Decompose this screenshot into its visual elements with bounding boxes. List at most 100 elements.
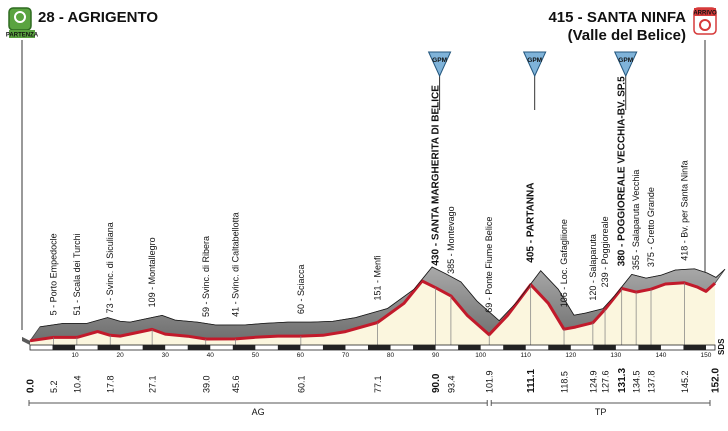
scale-bar-segment	[187, 345, 211, 350]
waypoint-label: 51 - Scala dei Turchi	[72, 233, 82, 315]
scale-bar-segment	[52, 345, 76, 350]
scale-bar-segment	[503, 345, 526, 350]
km-tick-label: 150	[701, 352, 712, 359]
profile-road-edge	[39, 266, 726, 328]
km-distance-label: 10.4	[72, 375, 82, 393]
scale-bar-segment	[548, 345, 571, 350]
km-scale-bar	[29, 344, 716, 351]
gpm-label: GPM	[432, 57, 447, 64]
waypoint-label: 380 - POGGIOREALE VECCHIA-BV. SP.5	[617, 76, 628, 266]
waypoint-label: 5 - Porto Empedocle	[48, 233, 58, 315]
gpm-label: GPM	[618, 57, 633, 64]
start-altitude: 28	[38, 9, 55, 26]
km-distance-label: 131.3	[617, 368, 628, 393]
finish-altitude: 415	[548, 9, 573, 26]
km-tick-label: 60	[297, 352, 305, 359]
km-tick-label: 80	[387, 352, 395, 359]
scale-bar-segment	[322, 345, 346, 350]
km-tick-label: 130	[610, 352, 621, 359]
profile-road-line	[29, 279, 717, 343]
waypoint-label: 355 - Salaparuta Vecchia	[631, 170, 641, 271]
scale-bar-segment	[97, 345, 121, 350]
waypoint-labels: 5 - Porto Empedocle 51 - Scala dei Turchi…	[48, 76, 689, 317]
km-distance-label: 111.1	[526, 369, 537, 393]
waypoint-label: 59 - Svinc. di Ribera	[201, 236, 211, 317]
waypoint-label: 120 - Salaparuta	[588, 234, 598, 301]
gpm-triangle-icon	[613, 51, 638, 78]
finish-title: 415 - SANTA NINFA	[548, 9, 686, 26]
province-label: AG	[252, 407, 265, 417]
km-distance-labels: 0.0 5.2 10.4 17.8 27.1 39.0 45.6 60.1 77.1 90.0 93…	[26, 368, 722, 393]
scale-bar-segment	[142, 345, 166, 350]
waypoint-label: 41 - Svinc. di Caltabellotta	[231, 212, 241, 317]
waypoint-label: 109 - Montallegro	[147, 237, 157, 307]
scale-bar-segment	[277, 345, 301, 350]
waypoint-label: 151 - Menfi	[372, 255, 382, 300]
waypoint-label: 73 - Svinc. di Siculiana	[105, 222, 115, 313]
km-distance-label: 90.0	[431, 373, 442, 393]
waypoint-label: 385 - Montevago	[446, 206, 456, 274]
gpm-triangle-icon	[427, 51, 452, 78]
scale-bar-segment	[458, 345, 481, 350]
waypoint-label: 405 - PARTANNA	[526, 182, 537, 262]
km-distance-label: 60.1	[296, 375, 306, 393]
finish-badge: ARRIVO	[693, 11, 717, 17]
province-label: TP	[595, 407, 607, 417]
km-tick-label: 40	[207, 352, 215, 359]
sds-label: SDS	[717, 338, 726, 355]
km-tick-label: 10	[71, 352, 79, 359]
profile-area	[30, 281, 715, 345]
km-distance-label: 39.0	[201, 375, 211, 393]
scale-bar-segment	[683, 345, 706, 350]
km-distance-label: 5.2	[49, 380, 59, 393]
scale-bar-segment	[367, 345, 391, 350]
finish-name: SANTA NINFA	[587, 9, 686, 26]
km-tick-label: 20	[117, 352, 125, 359]
km-distance-label: 137.8	[647, 370, 657, 393]
km-distance-label: 134.5	[632, 370, 642, 393]
km-tick-labels: 10 20 30 40 50 60 70 80 90 100 110 120 130 140 150	[71, 352, 711, 359]
km-tick-label: 110	[521, 352, 532, 359]
waypoint-label: 375 - Cretto Grande	[646, 187, 656, 267]
waypoint-label: 239 - Poggioreale	[600, 216, 610, 287]
km-tick-label: 70	[342, 352, 350, 359]
waypoint-label: 430 - SANTA MARGHERITA DI BELICE	[431, 85, 442, 266]
km-distance-label: 45.6	[231, 375, 241, 393]
km-distance-label: 77.1	[373, 375, 383, 393]
waypoint-lines	[53, 282, 685, 345]
profile-start-wall	[22, 336, 30, 345]
km-distance-label: 101.9	[485, 370, 495, 393]
km-distance-label: 124.9	[588, 370, 598, 393]
gpm-label: GPM	[527, 57, 542, 64]
start-name: AGRIGENTO	[67, 9, 158, 26]
scale-bar-segment	[593, 345, 616, 350]
waypoint-label: 106 - Loc. Gafagliione	[559, 219, 569, 307]
scale-bar-segment	[413, 345, 436, 350]
km-tick-label: 30	[162, 352, 170, 359]
km-distance-label: 17.8	[106, 375, 116, 393]
scale-bar-segment	[638, 345, 661, 350]
gpm-triangle-icon	[522, 51, 547, 78]
scale-bar-segment	[232, 345, 256, 350]
km-tick-label: 140	[655, 352, 666, 359]
km-distance-label: 93.4	[446, 375, 456, 393]
waypoint-label: 69 - Ponte Fiume Belice	[484, 217, 494, 313]
km-distance-label: 152.0	[711, 368, 722, 393]
km-distance-label: 118.5	[560, 371, 570, 393]
start-badge: PARTENZA	[6, 33, 39, 39]
km-distance-label: 127.6	[601, 370, 611, 393]
km-distance-label: 145.2	[680, 370, 690, 393]
finish-subtitle: (Valle del Belice)	[568, 27, 686, 44]
km-tick-label: 120	[565, 352, 576, 359]
km-tick-label: 50	[252, 352, 260, 359]
waypoint-label: 418 - Bv. per Santa Ninfa	[679, 160, 689, 260]
gpm-markers: GPM GPM GPM	[427, 51, 638, 110]
start-flag-icon: PARTENZA	[6, 7, 39, 39]
km-distance-label: 0.0	[26, 379, 37, 393]
km-distance-label: 27.1	[148, 375, 158, 393]
finish-flag-icon: ARRIVO	[693, 7, 717, 35]
start-title: 28 - AGRIGENTO	[38, 9, 158, 26]
km-tick-label: 100	[475, 352, 486, 359]
km-tick-label: 90	[432, 352, 440, 359]
